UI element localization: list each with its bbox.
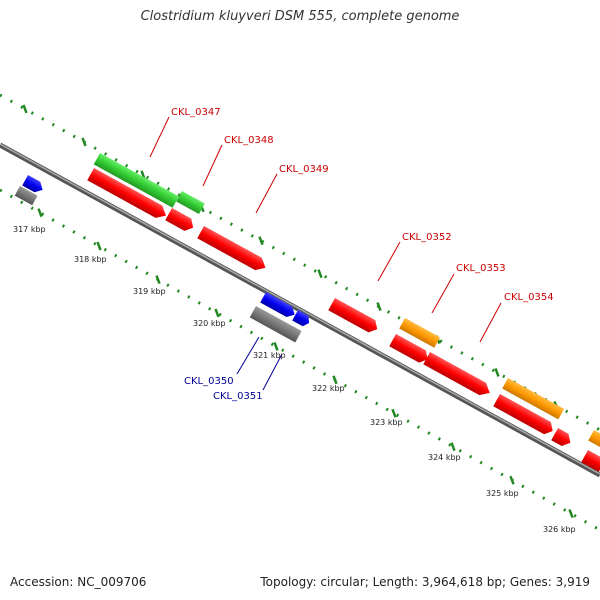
scale-tick xyxy=(37,208,43,218)
gene-arrow-right-orange[interactable] xyxy=(502,378,565,420)
gene-label-ckl-0353[interactable]: CKL_0353 xyxy=(456,263,506,274)
gene-label-ckl-0347[interactable]: CKL_0347 xyxy=(171,107,221,118)
scale-label-318: 318 kbp xyxy=(74,255,107,264)
inner-dotted-ring xyxy=(0,188,600,532)
scale-tick xyxy=(450,442,456,452)
gene-label-ckl-0349[interactable]: CKL_0349 xyxy=(279,164,329,175)
gene-arrow-right-red[interactable] xyxy=(493,394,556,437)
gene-arrow-ckl-0352[interactable] xyxy=(328,298,380,335)
gene-label-ckl-0351[interactable]: CKL_0351 xyxy=(213,391,263,402)
gene-arrow-edge-red[interactable] xyxy=(581,450,600,472)
scale-label-325: 325 kbp xyxy=(486,489,519,498)
scale-tick xyxy=(273,341,279,351)
label-callouts xyxy=(149,116,502,391)
gene-arrow-ckl-0354[interactable] xyxy=(423,352,493,399)
scale-tick xyxy=(494,368,500,377)
scale-tick xyxy=(317,269,323,279)
gene-arrow-left-blue[interactable] xyxy=(22,175,45,195)
gene-arrow-right-red-small[interactable] xyxy=(551,428,574,449)
gene-arrow-ckl-0348[interactable] xyxy=(176,191,205,215)
scale-tick xyxy=(96,241,102,251)
scale-label-326: 326 kbp xyxy=(543,525,576,534)
accession-text: Accession: NC_009706 xyxy=(10,575,147,589)
scale-label-319: 319 kbp xyxy=(133,287,166,296)
scale-tick xyxy=(81,137,87,147)
gene-arrow-ckl-0353-red[interactable] xyxy=(389,334,431,366)
gene-arrow-left-gray[interactable] xyxy=(14,186,38,206)
gene-arrow-edge-orange[interactable] xyxy=(588,430,600,451)
scale-tick xyxy=(568,509,574,519)
scale-tick xyxy=(258,236,264,246)
gene-label-ckl-0352[interactable]: CKL_0352 xyxy=(402,232,452,243)
gene-arrow-ckl-0350[interactable] xyxy=(260,292,297,320)
gene-arrow-ckl-0353[interactable] xyxy=(399,318,441,348)
scale-tick xyxy=(332,375,338,385)
gene-label-ckl-0354[interactable]: CKL_0354 xyxy=(504,292,554,303)
gene-label-ckl-0348[interactable]: CKL_0348 xyxy=(224,135,274,146)
gene-arrow-ckl-0350-b[interactable] xyxy=(292,310,312,328)
genome-stats-text: Topology: circular; Length: 3,964,618 bp… xyxy=(260,575,590,589)
gene-arrow-ckl-0351[interactable] xyxy=(249,306,302,343)
scale-label-323: 323 kbp xyxy=(370,418,403,427)
genome-backbone xyxy=(0,142,600,478)
gene-arrow-ckl-0347[interactable] xyxy=(93,153,179,208)
scale-tick xyxy=(22,104,28,114)
scale-tick xyxy=(509,475,515,485)
scale-tick xyxy=(155,275,161,284)
genome-title: Clostridium kluyveri DSM 555, complete g… xyxy=(140,9,460,24)
gene-arrow-ckl-0349[interactable] xyxy=(197,226,269,274)
scale-tick xyxy=(214,308,220,318)
scale-label-321: 321 kbp xyxy=(253,351,286,360)
gene-arrow-ckl-0347-red[interactable] xyxy=(87,168,169,222)
gene-arrow-ckl-0348-red[interactable] xyxy=(165,208,196,234)
scale-label-322: 322 kbp xyxy=(312,384,345,393)
scale-tick xyxy=(391,408,397,418)
scale-tick xyxy=(376,302,382,312)
gene-label-ckl-0350[interactable]: CKL_0350 xyxy=(184,376,234,387)
scale-label-320: 320 kbp xyxy=(193,319,226,328)
scale-label-317: 317 kbp xyxy=(13,225,46,234)
scale-label-324: 324 kbp xyxy=(428,453,461,462)
